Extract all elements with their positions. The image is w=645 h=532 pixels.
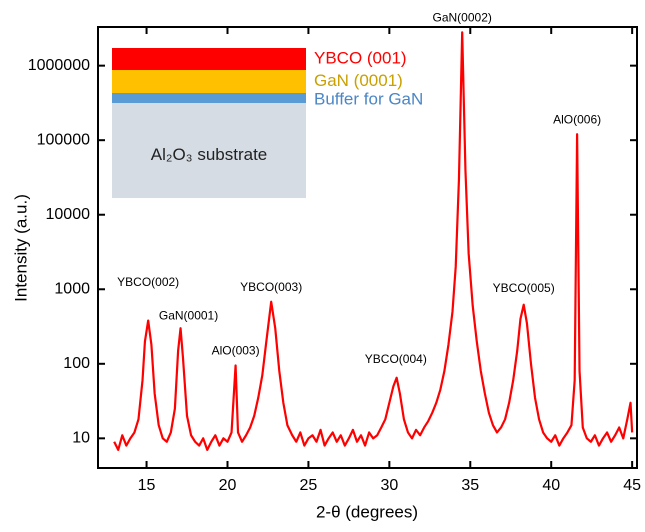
x-tick-label: 35 — [461, 477, 479, 494]
y-tick-label: 100000 — [37, 131, 90, 148]
y-tick-label: 1000000 — [28, 57, 90, 74]
x-tick-label: 25 — [300, 477, 318, 494]
inset-layer — [112, 93, 306, 103]
peak-annotation: YBCO(003) — [240, 280, 302, 294]
y-tick-label: 10000 — [46, 206, 91, 223]
x-tick-label: 40 — [542, 477, 560, 494]
inset-label: GaN (0001) — [314, 71, 403, 90]
y-tick-label: 1000 — [54, 280, 90, 297]
inset-layer — [112, 70, 306, 93]
x-axis-label: 2-θ (degrees) — [316, 502, 418, 521]
peak-annotation: YBCO(004) — [365, 352, 427, 366]
inset-label: Al₂O₃ substrate — [151, 145, 268, 164]
x-tick-label: 30 — [380, 477, 398, 494]
data-line — [113, 31, 634, 451]
inset-layer — [112, 103, 306, 198]
plot-frame — [97, 26, 638, 469]
x-tick-label: 20 — [219, 477, 237, 494]
inset-label: YBCO (001) — [314, 48, 407, 67]
inset-label: Buffer for GaN — [314, 89, 423, 108]
y-tick-label: 100 — [63, 355, 90, 372]
peak-annotation: AlO(006) — [553, 112, 601, 126]
x-tick-label: 15 — [138, 477, 156, 494]
y-axis-label: Intensity (a.u.) — [11, 194, 30, 302]
peak-annotation: AlO(003) — [212, 344, 260, 358]
inset-layer — [112, 48, 306, 70]
y-tick-label: 10 — [72, 430, 90, 447]
peak-annotation: YBCO(005) — [493, 281, 555, 295]
peak-annotation: YBCO(002) — [117, 275, 179, 289]
peak-annotation: GaN(0002) — [433, 10, 492, 24]
x-tick-label: 45 — [623, 477, 641, 494]
peak-annotation: GaN(0001) — [159, 308, 218, 322]
